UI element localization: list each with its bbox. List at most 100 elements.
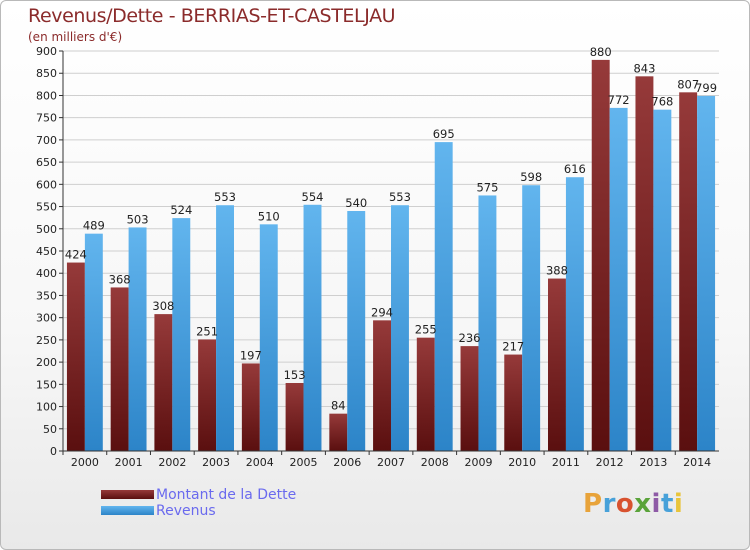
proxiti-logo: Proxiti [583, 489, 683, 519]
bar-debt [504, 354, 523, 451]
bar-revenue [522, 185, 541, 451]
x-tick-label: 2011 [552, 456, 580, 469]
data-label-debt: 388 [546, 264, 568, 278]
data-label-debt: 197 [240, 348, 262, 362]
data-label-revenue: 616 [564, 162, 586, 176]
y-tick-label: 750 [36, 112, 57, 125]
y-tick-label: 900 [36, 45, 57, 58]
data-label-debt: 807 [677, 77, 699, 91]
bar-revenue [565, 177, 584, 451]
logo-letter: i [673, 489, 684, 519]
logo-letter: P [583, 489, 603, 519]
data-label-debt: 217 [502, 340, 524, 354]
x-tick-label: 2009 [464, 456, 492, 469]
bar-debt [460, 346, 479, 451]
y-tick-label: 500 [36, 223, 57, 236]
bar-debt [416, 337, 435, 451]
y-tick-label: 50 [43, 423, 57, 436]
y-tick-label: 800 [36, 89, 57, 102]
bar-revenue [128, 227, 147, 451]
bar-revenue [347, 211, 366, 451]
bar-revenue [172, 218, 191, 451]
x-tick-label: 2010 [508, 456, 536, 469]
data-label-revenue: 553 [214, 190, 236, 204]
x-tick-label: 2001 [115, 456, 143, 469]
logo-letter: t [660, 489, 674, 519]
bar-debt [66, 262, 85, 451]
legend-label-debt: Montant de la Dette [156, 487, 297, 503]
x-tick-label: 2007 [377, 456, 405, 469]
bar-debt [329, 413, 348, 451]
bar-revenue [303, 204, 322, 451]
data-label-debt: 880 [590, 45, 612, 59]
data-label-debt: 368 [109, 272, 131, 286]
data-label-revenue: 598 [520, 170, 542, 184]
bar-revenue [84, 233, 103, 451]
y-tick-label: 150 [36, 378, 57, 391]
y-tick-label: 650 [36, 156, 57, 169]
data-label-revenue: 799 [695, 81, 717, 95]
y-tick-label: 700 [36, 134, 57, 147]
logo-letter: o [615, 489, 635, 519]
y-tick-label: 200 [36, 356, 57, 369]
y-tick-label: 0 [50, 445, 57, 458]
x-tick-label: 2006 [333, 456, 361, 469]
x-tick-label: 2008 [421, 456, 449, 469]
y-tick-label: 350 [36, 289, 57, 302]
bar-revenue [259, 224, 278, 451]
data-label-debt: 251 [196, 324, 218, 338]
bar-revenue [216, 205, 234, 451]
data-label-revenue: 554 [302, 190, 324, 204]
data-label-revenue: 695 [433, 127, 455, 141]
x-tick-label: 2000 [71, 456, 99, 469]
x-tick-label: 2004 [246, 456, 274, 469]
x-tick-label: 2002 [158, 456, 186, 469]
legend-swatch-debt [101, 490, 154, 499]
chart-title: Revenus/Dette - BERRIAS-ET-CASTELJAU [28, 5, 396, 27]
data-label-debt: 424 [65, 248, 87, 262]
bar-debt [110, 287, 129, 451]
bar-revenue [653, 109, 672, 452]
bar-revenue [434, 142, 453, 451]
data-label-debt: 236 [459, 331, 481, 345]
data-label-debt: 255 [415, 323, 437, 337]
data-label-debt: 294 [371, 305, 393, 319]
data-labels: 424 489 368 503 308 524 251 553 197 510 153 554 84 54… [65, 45, 717, 413]
bar-debt [548, 278, 566, 451]
data-label-debt: 308 [152, 299, 174, 313]
bar-debt [154, 314, 173, 451]
x-tick-label: 2014 [683, 456, 711, 469]
data-label-revenue: 489 [83, 219, 105, 233]
data-label-revenue: 768 [651, 95, 673, 109]
x-tick-label: 2005 [290, 456, 318, 469]
data-label-debt: 153 [284, 368, 306, 382]
data-label-revenue: 575 [476, 180, 498, 194]
bar-debt [373, 320, 391, 451]
y-tick-label: 450 [36, 245, 57, 258]
bar-debt [591, 59, 610, 452]
bar-debt [679, 92, 698, 451]
bar-debt [285, 383, 304, 451]
chart-subtitle: (en milliers d'€) [28, 30, 123, 44]
data-label-debt: 843 [633, 61, 655, 75]
data-label-revenue: 540 [345, 196, 367, 210]
data-label-revenue: 553 [389, 190, 411, 204]
y-tick-label: 250 [36, 334, 57, 347]
y-tick-label: 850 [36, 67, 57, 80]
y-tick-label: 300 [36, 312, 57, 325]
axes: 0 50 100 150 200 250 300 350 400 450 500 550 600 650 7… [36, 45, 719, 469]
bar-debt [635, 76, 654, 451]
data-label-revenue: 772 [608, 93, 630, 107]
legend-label-revenue: Revenus [156, 503, 216, 519]
y-tick-label: 550 [36, 201, 57, 214]
bar-revenue [609, 107, 628, 451]
bar-revenue [697, 95, 716, 451]
data-label-revenue: 503 [127, 212, 149, 226]
bar-revenue [391, 205, 409, 451]
logo-letter: x [634, 489, 652, 519]
bar-debt [198, 339, 217, 451]
logo-letter: i [651, 489, 661, 519]
x-tick-label: 2012 [596, 456, 624, 469]
y-tick-label: 400 [36, 267, 57, 280]
